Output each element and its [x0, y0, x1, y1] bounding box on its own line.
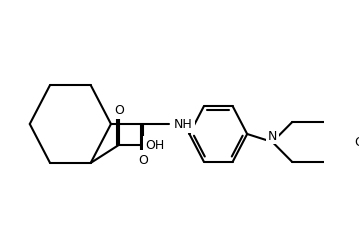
- Text: O: O: [354, 136, 359, 149]
- Text: N: N: [268, 129, 277, 142]
- Text: O: O: [114, 104, 124, 117]
- Text: OH: OH: [145, 139, 164, 152]
- Text: O: O: [139, 153, 148, 166]
- Text: NH: NH: [174, 118, 193, 131]
